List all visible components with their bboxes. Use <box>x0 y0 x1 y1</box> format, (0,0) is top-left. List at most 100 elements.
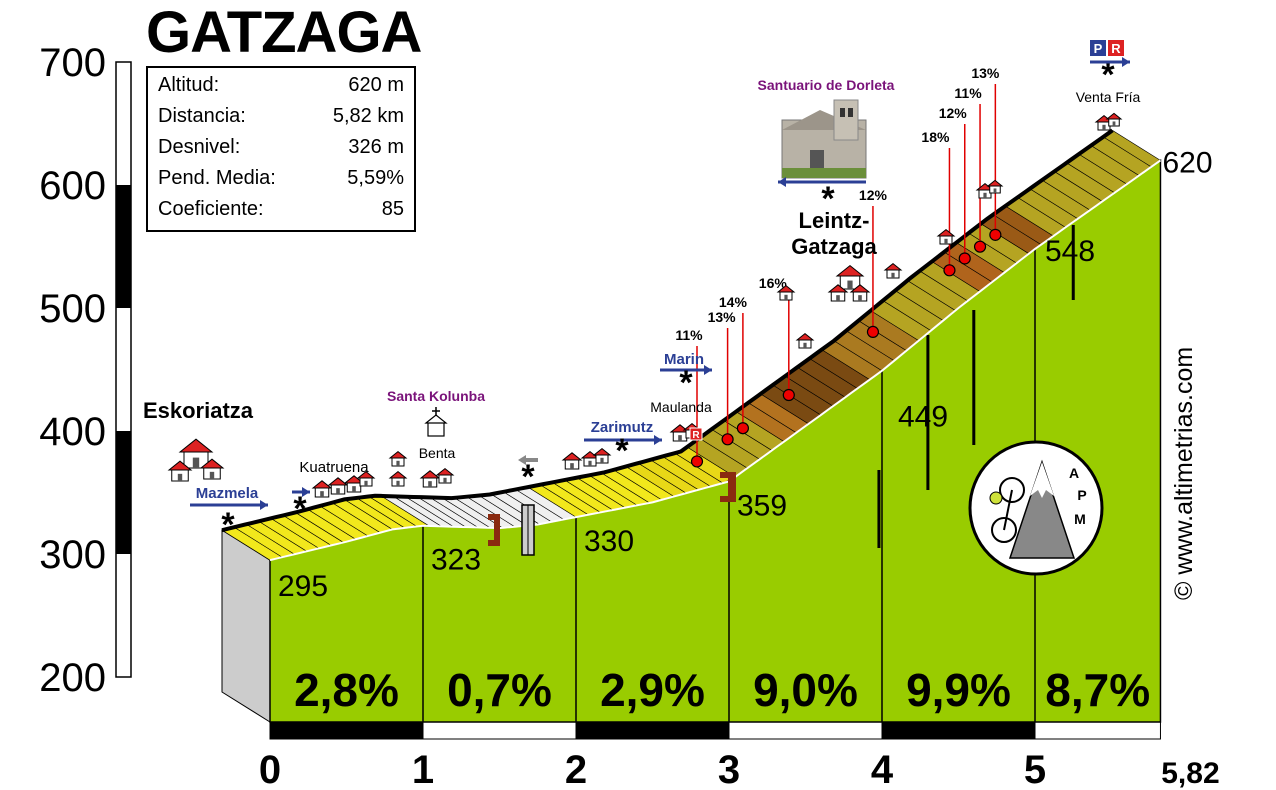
house-door <box>993 188 997 193</box>
house-roof <box>1105 112 1123 120</box>
stat-altitud: Altitud: 620 m <box>158 74 404 96</box>
road-strip <box>221 128 1162 562</box>
logo-snow <box>1030 462 1054 498</box>
y-tick-label: 500 <box>39 287 106 331</box>
place-label: Venta Fría <box>1076 89 1141 105</box>
place-label: Gatzaga <box>791 234 877 259</box>
scale-bar <box>115 61 132 678</box>
house-icon <box>776 284 796 301</box>
ramp-dot <box>736 422 750 435</box>
house-icon <box>561 452 583 470</box>
segment-gradient-label: 0,7% <box>447 664 552 716</box>
parking-icon-letter: P <box>1094 41 1103 56</box>
house-door <box>803 342 807 348</box>
logo-wheel <box>999 477 1025 503</box>
house-door <box>858 295 862 301</box>
ramp-label: 18% <box>921 129 950 145</box>
house-icon <box>327 477 349 495</box>
sanctuary-picture <box>781 99 867 179</box>
place-label: Leintz- <box>799 208 870 233</box>
house-roof <box>561 452 583 461</box>
sanctuary-grass <box>782 168 866 178</box>
logo-mountain <box>1008 459 1076 559</box>
house-door <box>847 280 853 289</box>
star-icon: * <box>615 432 629 470</box>
arrow-head-icon <box>1122 57 1130 67</box>
house-door <box>352 486 356 492</box>
profile-area: 2,8% 0,7% 2,9% 9,0% 9,9% 8,7% <box>221 158 1162 723</box>
arrow-head-icon <box>704 365 712 375</box>
place-label: Kuatruena <box>299 459 369 476</box>
house-door <box>192 457 200 468</box>
house-door <box>320 491 324 497</box>
ramp-label: 16% <box>759 275 788 291</box>
ramp-label: 13% <box>971 65 1000 81</box>
y-tick-label: 700 <box>39 41 106 85</box>
house-roof <box>795 332 815 341</box>
house-roof <box>986 179 1004 187</box>
x-tick-label: 3 <box>718 748 740 790</box>
ramp-label: 11% <box>675 327 703 343</box>
x-tick-label: 2 <box>565 748 587 790</box>
house-icon <box>388 450 408 467</box>
km-bar-segment <box>269 721 424 740</box>
ramp-dot <box>989 228 1002 241</box>
page-title: GATZAGA <box>146 0 422 65</box>
restaurant-icon <box>689 427 703 441</box>
road-front-edge <box>269 159 1162 562</box>
km-bar: 0 1 2 3 4 5 5,82 <box>259 721 1220 790</box>
house-door <box>600 457 604 463</box>
restaurant-icon <box>1108 40 1124 56</box>
house-door <box>396 480 400 486</box>
house-icon <box>883 262 903 279</box>
x-tick-label: 5,82 <box>1161 757 1219 790</box>
place-label: Eskoriatza <box>143 398 254 423</box>
star-icon: * <box>821 180 835 218</box>
scale-segment-black <box>116 185 131 308</box>
logo-letter: M <box>1074 511 1086 527</box>
scale-segment-black <box>116 431 131 554</box>
ramp-label: 11% <box>954 85 982 101</box>
ramp-label: 14% <box>719 294 748 310</box>
house-icon <box>167 460 193 482</box>
y-tick-label: 200 <box>39 656 106 700</box>
house-icon <box>178 438 214 469</box>
tunnel-icon <box>720 472 736 502</box>
stat-coeficiente: Coeficiente: 85 <box>158 198 404 220</box>
stat-pendiente: Pend. Media: 5,59% <box>158 167 404 189</box>
km-altitude-label: 548 <box>1045 235 1095 268</box>
place-label: Marin <box>664 351 704 368</box>
house-door <box>1112 121 1116 126</box>
house-door <box>891 272 895 278</box>
star-icon: * <box>293 490 307 528</box>
parking-icon <box>1090 40 1106 56</box>
house-roof <box>178 438 214 453</box>
house-icon <box>835 264 865 290</box>
house-door <box>836 295 840 301</box>
house-icon <box>986 179 1004 194</box>
house-icon <box>311 480 333 498</box>
y-tick-label: 300 <box>39 533 106 577</box>
km-bar-segment <box>728 721 883 740</box>
sanctuary-belfry <box>833 99 859 141</box>
house-icon <box>1105 112 1123 127</box>
place-label: Mazmela <box>196 485 259 502</box>
side-face <box>221 529 271 723</box>
x-tick-label: 0 <box>259 748 281 790</box>
house-door <box>443 477 447 483</box>
house-door <box>944 238 948 244</box>
house-icon <box>388 470 408 487</box>
place-label: Maulanda <box>650 399 712 415</box>
ramp-dot <box>943 264 956 277</box>
stats-box: Altitud: 620 m Distancia: 5,82 km Desnivel… <box>146 66 416 232</box>
km-bar-segment <box>881 721 1036 740</box>
km-bar-segment <box>422 721 577 740</box>
ramp-label: 12% <box>939 105 968 121</box>
arrow-head-icon <box>654 435 662 445</box>
house-door <box>209 471 215 479</box>
house-icon <box>343 475 365 493</box>
house-icon <box>936 228 956 245</box>
house-icon <box>592 447 612 464</box>
sanctuary-bell <box>840 108 845 117</box>
